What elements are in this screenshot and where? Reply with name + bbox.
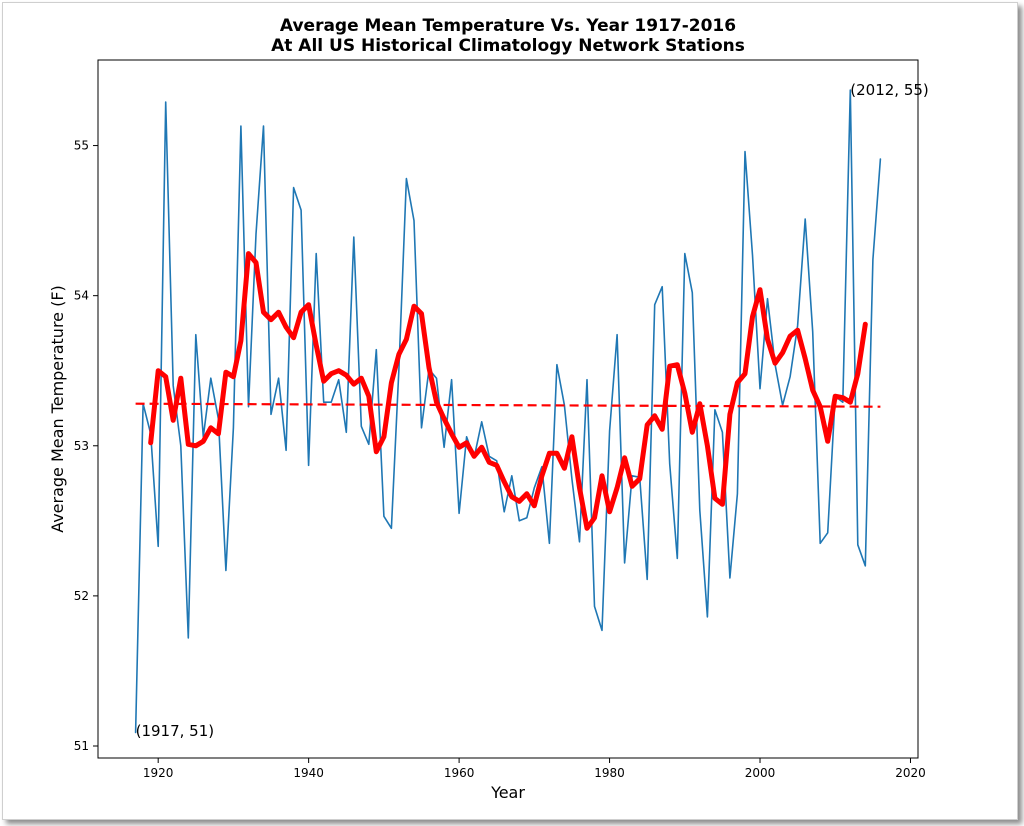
y-tick-label: 51 bbox=[74, 739, 89, 753]
y-tick-label: 55 bbox=[74, 139, 89, 153]
x-axis-label: Year bbox=[490, 783, 525, 802]
trend-line bbox=[135, 402, 881, 408]
y-axis-label: Average Mean Temperature (F) bbox=[48, 285, 67, 533]
x-tick-label: 2000 bbox=[745, 766, 776, 780]
x-tick-label: 2020 bbox=[895, 766, 926, 780]
plot-area bbox=[97, 59, 919, 759]
annotation-layer: (1917, 51) (2012, 55) bbox=[136, 81, 929, 740]
point-annotation: (2012, 55) bbox=[850, 81, 929, 99]
x-tick-label: 1960 bbox=[444, 766, 475, 780]
annual-series-line bbox=[134, 89, 882, 734]
y-tick-label: 54 bbox=[74, 289, 89, 303]
chart-subtitle: At All US Historical Climatology Network… bbox=[271, 36, 745, 56]
y-axis: 51 52 53 54 55 bbox=[74, 139, 98, 753]
x-axis: 1920 1940 1960 1980 2000 2020 bbox=[143, 758, 926, 780]
x-tick-label: 1980 bbox=[594, 766, 625, 780]
chart-title: Average Mean Temperature Vs. Year 1917-2… bbox=[280, 16, 736, 36]
moving-average-line bbox=[148, 251, 868, 531]
series-layer bbox=[134, 89, 882, 734]
y-tick-label: 52 bbox=[74, 589, 89, 603]
point-annotation: (1917, 51) bbox=[136, 722, 215, 740]
x-tick-label: 1940 bbox=[293, 766, 324, 780]
y-tick-label: 53 bbox=[74, 439, 89, 453]
x-tick-label: 1920 bbox=[143, 766, 174, 780]
